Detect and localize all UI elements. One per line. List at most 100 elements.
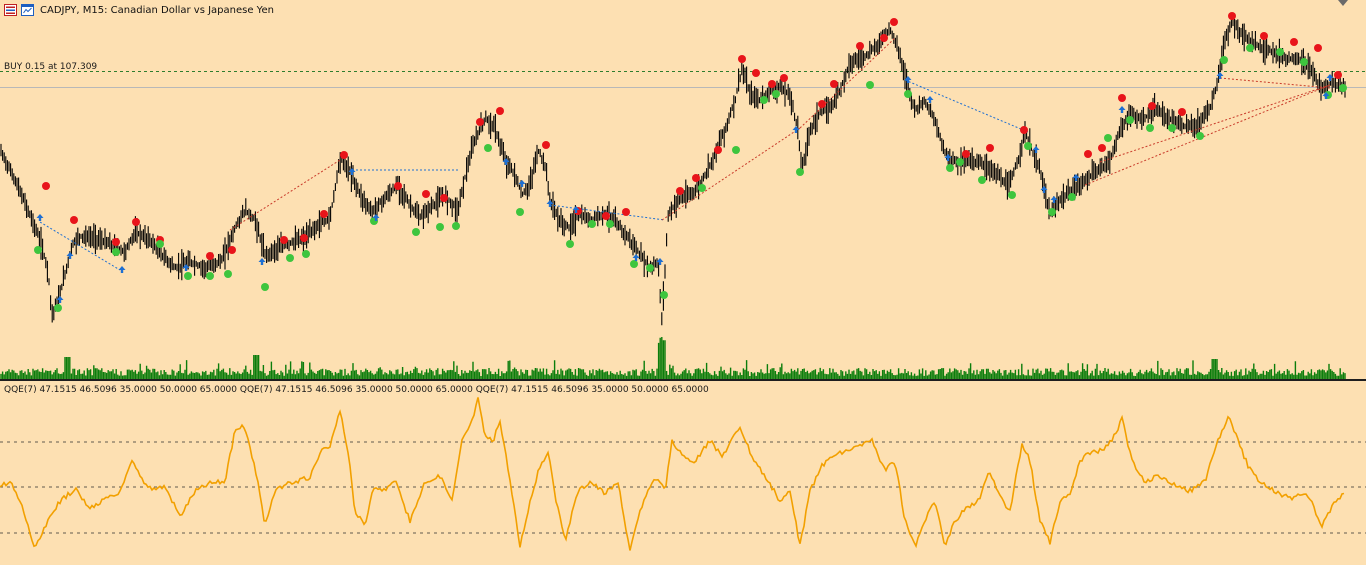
sell-signal-dot bbox=[206, 272, 214, 280]
buy-signal-dot bbox=[340, 151, 348, 159]
buy-signal-dot bbox=[1084, 150, 1092, 158]
sell-signal-dot bbox=[436, 223, 444, 231]
buy-signal-dot bbox=[280, 236, 288, 244]
sell-signal-dot bbox=[904, 90, 912, 98]
sell-signal-dot bbox=[1126, 116, 1134, 124]
trade-arrows bbox=[36, 72, 1334, 303]
signal-dots bbox=[34, 12, 1347, 312]
up-arrow-icon bbox=[518, 180, 526, 187]
sell-signal-dot bbox=[261, 283, 269, 291]
chart-shift-icon[interactable] bbox=[1338, 0, 1348, 6]
up-arrow-icon bbox=[572, 206, 580, 213]
sell-signal-dot bbox=[630, 260, 638, 268]
up-arrow-icon bbox=[904, 76, 912, 83]
sell-signal-dot bbox=[866, 81, 874, 89]
buy-signal-dot bbox=[1260, 32, 1268, 40]
trade-connector-line bbox=[1219, 77, 1331, 89]
buy-signal-dot bbox=[70, 216, 78, 224]
buy-signal-dot bbox=[300, 234, 308, 242]
sell-signal-dot bbox=[286, 254, 294, 262]
up-arrow-icon bbox=[66, 252, 74, 259]
sell-signal-dot bbox=[772, 90, 780, 98]
sell-signal-dot bbox=[302, 250, 310, 258]
sell-signal-dot bbox=[760, 96, 768, 104]
sell-signal-dot bbox=[566, 240, 574, 248]
chart-symbol-label: CADJPY, M15: Canadian Dollar vs Japanese… bbox=[40, 4, 274, 16]
buy-signal-dot bbox=[830, 80, 838, 88]
qqe-line bbox=[0, 397, 1345, 551]
sell-signal-dot bbox=[516, 208, 524, 216]
sell-signal-dot bbox=[978, 176, 986, 184]
up-arrow-icon bbox=[656, 258, 664, 265]
sell-signal-dot bbox=[184, 272, 192, 280]
buy-signal-dot bbox=[986, 144, 994, 152]
sell-signal-dot bbox=[412, 228, 420, 236]
up-arrow-icon bbox=[1040, 186, 1048, 193]
buy-signal-dot bbox=[1290, 38, 1298, 46]
buy-signal-dot bbox=[856, 42, 864, 50]
sell-signal-dot bbox=[1196, 132, 1204, 140]
trade-connector-line bbox=[1099, 84, 1331, 163]
sell-signal-dot bbox=[452, 222, 460, 230]
buy-signal-dot bbox=[602, 212, 610, 220]
up-arrow-icon bbox=[632, 254, 640, 261]
buy-signal-dot bbox=[622, 208, 630, 216]
up-arrow-icon bbox=[118, 266, 126, 273]
buy-signal-dot bbox=[1098, 144, 1106, 152]
sell-signal-dot bbox=[484, 144, 492, 152]
qqe-indicator-label: QQE(7) 47.1515 46.5096 35.0000 50.0000 6… bbox=[4, 385, 709, 395]
sell-signal-dot bbox=[1024, 142, 1032, 150]
chart-window-icon[interactable] bbox=[21, 4, 34, 16]
buy-signal-dot bbox=[42, 182, 50, 190]
up-arrow-icon bbox=[1032, 146, 1040, 153]
sell-signal-dot bbox=[1220, 56, 1228, 64]
buy-signal-dot bbox=[1334, 71, 1342, 79]
sell-signal-dot bbox=[606, 220, 614, 228]
buy-signal-dot bbox=[496, 107, 504, 115]
sell-signal-dot bbox=[1168, 124, 1176, 132]
up-arrow-icon bbox=[372, 214, 380, 221]
candle-wicks bbox=[0, 16, 1346, 326]
buy-signal-dot bbox=[1020, 126, 1028, 134]
buy-signal-dot bbox=[714, 146, 722, 154]
sell-signal-dot bbox=[1246, 44, 1254, 52]
buy-signal-dot bbox=[818, 100, 826, 108]
qqe-indicator-chart[interactable] bbox=[0, 381, 1366, 565]
up-arrow-icon bbox=[258, 258, 266, 265]
sell-signal-dot bbox=[1068, 193, 1076, 201]
trade-connector-line bbox=[229, 159, 341, 231]
trade-connector-line bbox=[799, 37, 896, 129]
buy-signal-dot bbox=[440, 194, 448, 202]
trade-connector-line bbox=[661, 127, 801, 221]
buy-signal-dot bbox=[692, 174, 700, 182]
sell-signal-dot bbox=[224, 270, 232, 278]
sell-signal-dot bbox=[34, 246, 42, 254]
up-arrow-icon bbox=[1326, 74, 1334, 81]
buy-signal-dot bbox=[228, 246, 236, 254]
open-trade-label: BUY 0.15 at 107.309 bbox=[4, 62, 98, 72]
sell-signal-dot bbox=[1104, 134, 1112, 142]
sell-signal-dot bbox=[796, 168, 804, 176]
buy-signal-dot bbox=[1178, 108, 1186, 116]
trade-connector-line bbox=[39, 221, 121, 271]
sell-signal-dot bbox=[112, 248, 120, 256]
up-arrow-icon bbox=[1322, 92, 1330, 99]
up-arrow-icon bbox=[1072, 174, 1080, 181]
sell-signal-dot bbox=[1008, 191, 1016, 199]
buy-signal-dot bbox=[780, 74, 788, 82]
buy-signal-dot bbox=[132, 218, 140, 226]
up-arrow-icon bbox=[546, 200, 554, 207]
pane-divider[interactable] bbox=[0, 379, 1366, 381]
chart-title-bar: CADJPY, M15: Canadian Dollar vs Japanese… bbox=[4, 3, 274, 17]
sell-signal-dot bbox=[732, 146, 740, 154]
sell-signal-dot bbox=[156, 240, 164, 248]
buy-signal-dot bbox=[112, 238, 120, 246]
volume-histogram bbox=[0, 337, 1346, 379]
chart-list-icon[interactable] bbox=[4, 4, 17, 16]
price-candles bbox=[0, 16, 1346, 326]
trade-connector-line bbox=[1084, 84, 1331, 186]
buy-signal-dot bbox=[1118, 94, 1126, 102]
sell-signal-dot bbox=[646, 264, 654, 272]
up-arrow-icon bbox=[944, 154, 952, 161]
price-chart[interactable] bbox=[0, 0, 1366, 379]
